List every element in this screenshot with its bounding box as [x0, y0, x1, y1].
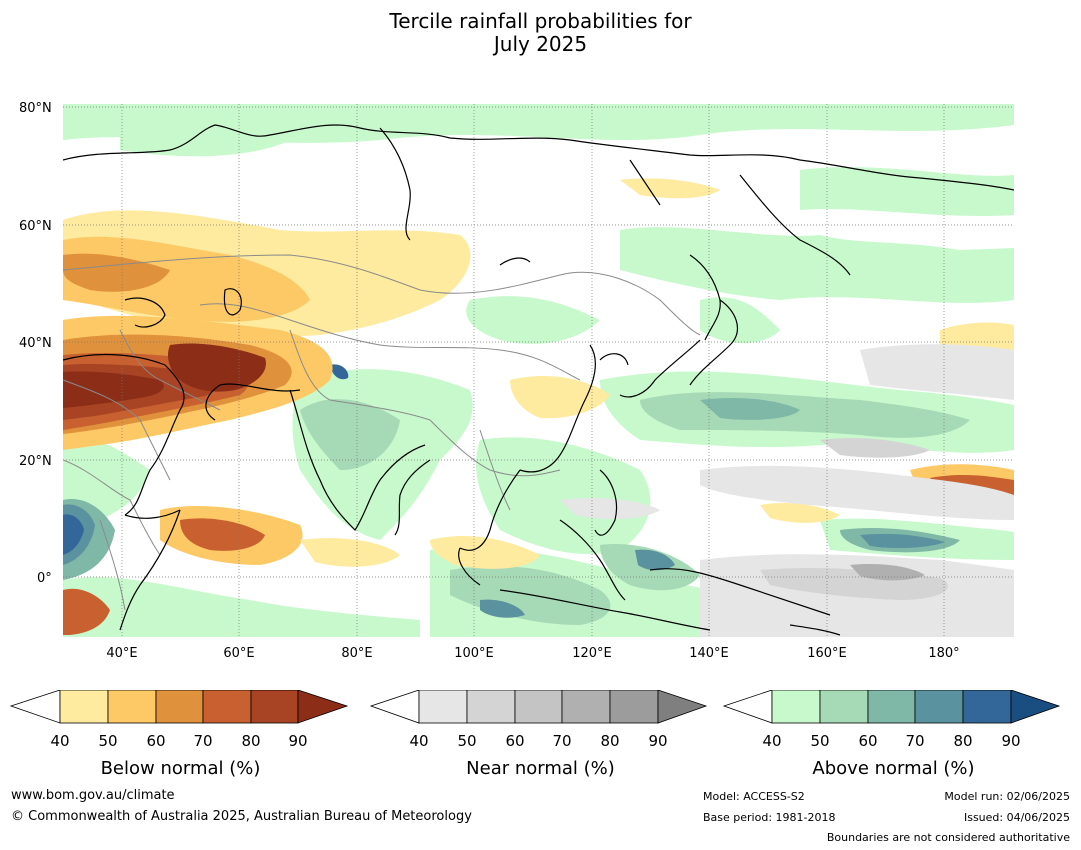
- lat-label: 20°N: [19, 454, 52, 469]
- colorbar-swatch: [202, 690, 252, 724]
- colorbar-tick: 80: [241, 732, 260, 750]
- colorbar-tick: 70: [193, 732, 212, 750]
- chart-title-line1: Tercile rainfall probabilities for: [389, 9, 692, 33]
- colorbar-swatch: [962, 690, 1012, 724]
- colorbar-swatch: [657, 690, 708, 724]
- lat-label: 60°N: [19, 219, 52, 234]
- issued-date: Issued: 04/06/2025: [963, 811, 1070, 824]
- colorbar-swatch: [369, 690, 420, 724]
- colorbar-swatch: [771, 690, 821, 724]
- lon-label: 100°E: [454, 646, 494, 661]
- website-link[interactable]: www.bom.gov.au/climate: [11, 788, 175, 803]
- colorbar-swatch: [418, 690, 468, 724]
- colorbar-tick: 90: [1001, 732, 1020, 750]
- colorbar-tick: 80: [953, 732, 972, 750]
- lat-label: 0°: [37, 571, 52, 586]
- colorbar-tick: 90: [288, 732, 307, 750]
- colorbar-tick: 70: [552, 732, 571, 750]
- longitude-labels: 40°E 60°E 80°E 100°E 120°E 140°E 160°E 1…: [106, 646, 959, 661]
- colorbar-swatch: [819, 690, 869, 724]
- near-normal-regions: [560, 344, 1014, 637]
- below-normal-colorbar: 40 50 60 70 80 90: [9, 690, 349, 750]
- model-run-date: Model run: 02/06/2025: [944, 790, 1070, 803]
- colorbar-tick: 70: [905, 732, 924, 750]
- colorbar-tick: 80: [600, 732, 619, 750]
- colorbar-tick: 50: [457, 732, 476, 750]
- colorbar-swatches: [369, 690, 708, 724]
- model-name: Model: ACCESS-S2: [703, 790, 805, 803]
- colorbar-swatches: [722, 690, 1061, 724]
- coastlines: [63, 124, 1014, 636]
- colorbar-swatch: [722, 690, 773, 724]
- copyright-text: © Commonwealth of Australia 2025, Austra…: [11, 809, 472, 824]
- colorbar-swatch: [9, 690, 61, 724]
- near-normal-colorbar: 40 50 60 70 80 90: [369, 690, 708, 750]
- colorbar-swatch: [867, 690, 916, 724]
- near-normal-title: Near normal (%): [466, 758, 615, 779]
- lon-label: 120°E: [572, 646, 612, 661]
- lon-label: 40°E: [106, 646, 137, 661]
- colorbar-swatch: [155, 690, 204, 724]
- boundaries-disclaimer: Boundaries are not considered authoritat…: [826, 831, 1070, 844]
- lat-label: 40°N: [19, 336, 52, 351]
- base-period: Base period: 1981-2018: [703, 811, 836, 824]
- colorbar-tick: 40: [409, 732, 428, 750]
- colorbar-tick: 90: [648, 732, 667, 750]
- colorbar-swatch: [466, 690, 516, 724]
- country-boundaries: [63, 254, 701, 611]
- colorbar-swatch: [107, 690, 157, 724]
- colorbar-swatch: [1010, 690, 1061, 724]
- colorbar-swatches: [9, 690, 349, 724]
- colorbar-swatch: [914, 690, 964, 724]
- above-normal-colorbar: 40 50 60 70 80 90: [722, 690, 1061, 750]
- graticule: [63, 104, 1014, 637]
- colorbar-tick: 50: [810, 732, 829, 750]
- lon-label: 80°E: [341, 646, 372, 661]
- colorbar-swatch: [250, 690, 299, 724]
- below-normal-regions: [63, 178, 1014, 635]
- colorbar-tick: 60: [858, 732, 877, 750]
- chart-title-line2: July 2025: [493, 32, 588, 56]
- colorbar-tick: 60: [146, 732, 165, 750]
- forecast-map: 80°N 60°N 40°N 20°N 0° 40°E 60°E 80°E 10…: [19, 101, 1014, 661]
- colorbar-tick: 50: [98, 732, 117, 750]
- colorbar-tick: 40: [50, 732, 69, 750]
- lon-label: 160°E: [807, 646, 847, 661]
- colorbar-tick: 40: [762, 732, 781, 750]
- lat-label: 80°N: [19, 101, 52, 116]
- colorbar-tick: 60: [505, 732, 524, 750]
- colorbar-swatch: [561, 690, 611, 724]
- colorbar-swatch: [514, 690, 563, 724]
- colorbar-swatch: [59, 690, 109, 724]
- colorbar-swatch: [297, 690, 349, 724]
- lon-label: 60°E: [223, 646, 254, 661]
- latitude-labels: 80°N 60°N 40°N 20°N 0°: [19, 101, 52, 586]
- above-normal-title: Above normal (%): [812, 758, 975, 779]
- below-normal-title: Below normal (%): [100, 758, 261, 779]
- colorbar-swatch: [609, 690, 659, 724]
- lon-label: 140°E: [689, 646, 729, 661]
- lon-label: 180°: [928, 646, 959, 661]
